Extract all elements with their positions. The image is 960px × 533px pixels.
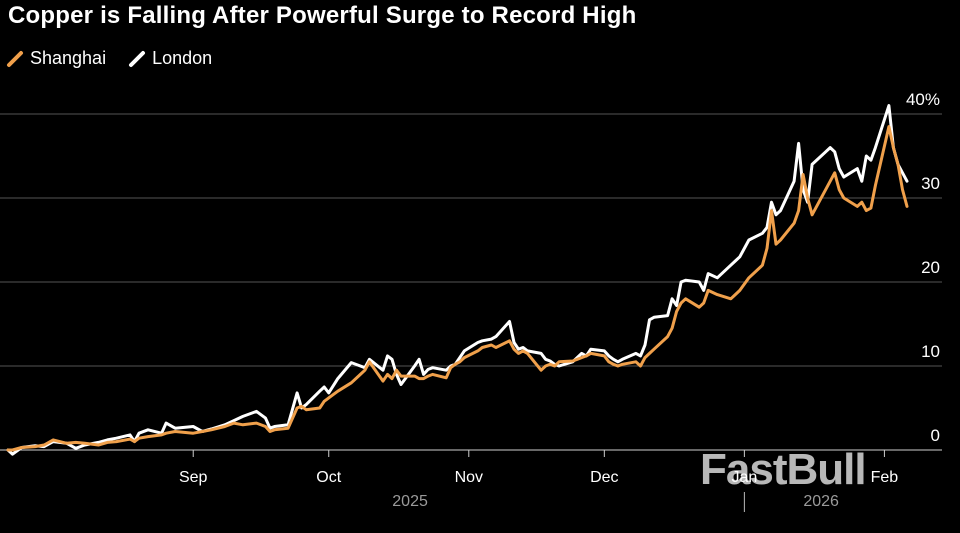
legend-item-london: London	[128, 48, 212, 69]
series-line-shanghai	[6, 125, 909, 452]
x-tick-label-dec: Dec	[590, 469, 618, 486]
y-tick-label-10: 10	[921, 342, 940, 361]
chart-legend: Shanghai London	[6, 48, 234, 69]
y-tick-label-0: 0	[931, 426, 940, 445]
x-tick-label-jan: Jan	[731, 469, 757, 486]
legend-label-london: London	[152, 48, 213, 68]
y-tick-label-40: 40%	[906, 90, 940, 109]
chart-title: Copper is Falling After Powerful Surge t…	[8, 2, 637, 29]
legend-item-shanghai: Shanghai	[6, 48, 106, 69]
legend-label-shanghai: Shanghai	[30, 48, 107, 68]
year-label-2026: 2026	[803, 493, 839, 510]
y-tick-label-30: 30	[921, 174, 940, 193]
legend-swatch-london-icon	[129, 50, 146, 67]
year-label-2025: 2025	[392, 493, 428, 510]
x-tick-label-feb: Feb	[871, 469, 899, 486]
legend-swatch-shanghai-icon	[7, 50, 23, 67]
y-tick-label-20: 20	[921, 258, 940, 277]
series-line-london	[6, 104, 909, 456]
x-tick-label-sep: Sep	[179, 469, 208, 486]
x-tick-label-oct: Oct	[316, 469, 341, 486]
x-tick-label-nov: Nov	[455, 469, 483, 486]
watermark-logo: FastBull	[700, 445, 867, 494]
